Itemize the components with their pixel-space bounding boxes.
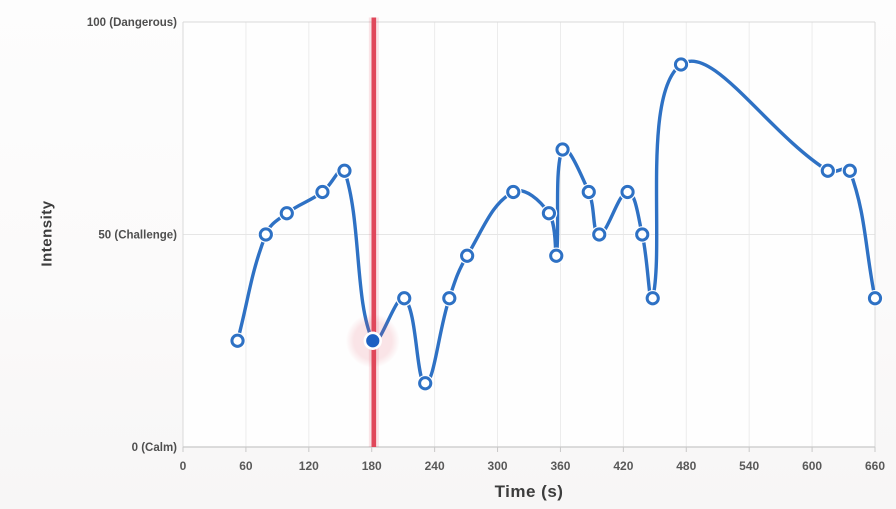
data-point-marker[interactable] [820,163,835,178]
y-tick-label: 50 (Challenge) [98,230,177,242]
data-point-marker[interactable] [620,184,635,200]
data-point-marker[interactable] [397,291,412,306]
y-tick-label: 100 (Dangerous) [87,17,177,29]
data-point-marker[interactable] [541,206,557,221]
data-point-marker[interactable] [645,291,660,306]
x-tick-label: 480 [676,459,696,473]
data-point-marker[interactable] [635,227,650,242]
data-point-marker[interactable] [337,163,352,178]
data-point-marker[interactable] [592,227,607,242]
data-point-marker[interactable] [279,206,294,221]
current-point-dot[interactable] [366,334,380,348]
data-point-marker[interactable] [418,376,433,391]
y-axis-title: Intensity [38,200,56,267]
data-point-marker[interactable] [230,333,245,348]
data-point-marker[interactable] [867,291,883,306]
x-tick-label: 300 [488,459,508,473]
data-point-marker[interactable] [315,184,330,200]
time-cursor-line[interactable] [371,17,377,448]
x-tick-label: 180 [362,459,382,473]
data-point-marker[interactable] [506,184,521,200]
data-point-marker[interactable] [258,227,273,242]
x-tick-label: 600 [802,459,822,473]
x-tick-label: 60 [239,459,253,473]
x-tick-label: 540 [739,459,759,473]
data-point-marker[interactable] [442,291,457,306]
data-point-marker[interactable] [581,184,596,200]
y-tick-label: 0 (Calm) [132,442,178,454]
x-tick-label: 420 [613,459,633,473]
data-point-marker[interactable] [673,57,689,72]
data-point-marker[interactable] [460,248,475,263]
x-tick-label: 660 [865,459,885,473]
x-tick-label: 360 [550,459,570,473]
data-point-marker[interactable] [549,248,564,263]
x-axis-title: Time (s) [494,482,564,501]
x-tick-label: 0 [180,459,187,473]
data-point-marker[interactable] [555,142,570,157]
data-point-marker[interactable] [842,163,857,178]
x-tick-label: 240 [425,459,445,473]
x-tick-label: 120 [299,459,319,473]
